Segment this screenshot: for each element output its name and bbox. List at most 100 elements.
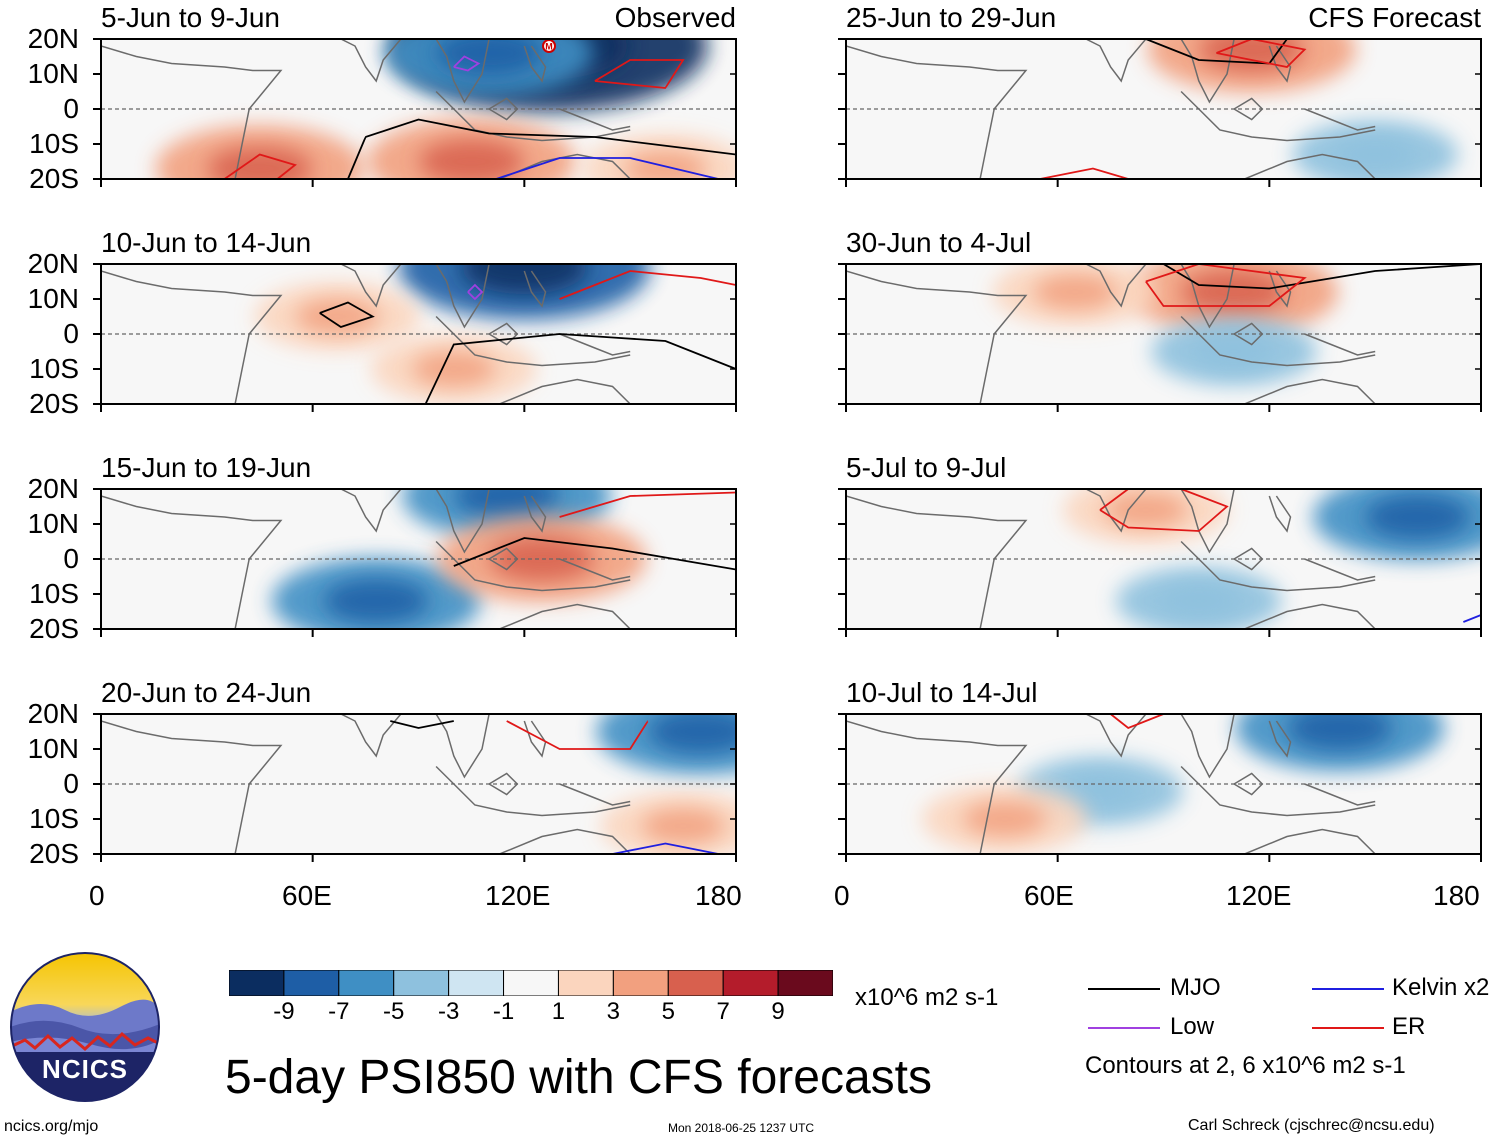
anomaly-core [624, 151, 707, 179]
y-tick-label: 10S [29, 128, 79, 159]
panel-period-title: 10-Jul to 14-Jul [846, 677, 1038, 708]
map-panel: 10-Jul to 14-Jul [838, 679, 1482, 862]
colorbar-tick-label: -9 [273, 998, 295, 1025]
colorbar-tick-label: 9 [771, 998, 785, 1025]
anomaly-core [1365, 494, 1470, 540]
colorbar-tick-label: 3 [606, 998, 621, 1025]
contour-mjo [390, 720, 454, 729]
legend-note: Contours at 2, 6 x10^6 m2 s-1 [1085, 1052, 1406, 1079]
coastline [101, 720, 283, 854]
footer-timestamp: Mon 2018-06-25 1237 UTC [668, 1121, 815, 1135]
panel-period-title: 20-Jun to 24-Jun [101, 677, 312, 708]
coastline [1244, 153, 1376, 179]
coastline [1268, 45, 1292, 83]
colorbar-segment [393, 970, 450, 996]
y-tick-label: 0 [63, 768, 79, 799]
coastline [1180, 264, 1235, 329]
anomaly-core [461, 264, 588, 295]
contour-mjo [1163, 264, 1481, 290]
contour-low [453, 55, 481, 72]
coastline [1244, 828, 1376, 854]
coastline [340, 714, 402, 758]
coastline [101, 495, 283, 629]
anomaly-core [412, 351, 496, 387]
colorbar-units: x10^6 m2 s-1 [855, 984, 999, 1011]
contour-er [1099, 489, 1229, 532]
coastline [1268, 495, 1292, 533]
coastline [559, 108, 631, 131]
coastline [1085, 714, 1147, 758]
y-tick-label: 10N [27, 733, 79, 764]
panel-source-label: CFS Forecast [1308, 2, 1481, 33]
coastline [340, 264, 402, 308]
legend-swatch-mjo [1088, 988, 1160, 990]
y-tick-label: 0 [63, 543, 79, 574]
anomaly-core [648, 714, 736, 754]
footer-url[interactable]: ncics.org/mjo [4, 1118, 99, 1135]
colorbar-tick-label: 5 [661, 998, 675, 1025]
panel-period-title: 30-Jun to 4-Jul [846, 227, 1032, 258]
colorbar-tick-label: 1 [551, 998, 566, 1025]
main-title: 5-day PSI850 with CFS forecasts [225, 1051, 932, 1104]
mjo-marker-label: M [545, 42, 553, 52]
contour-mjo [453, 537, 736, 571]
contour-er [559, 491, 736, 518]
x-tick-label: 60E [282, 880, 332, 911]
anomaly-core [454, 489, 559, 519]
legend-label-low: Low [1170, 1013, 1215, 1040]
coastline [101, 45, 283, 179]
x-tick-label: 120E [1226, 880, 1292, 911]
coastline [846, 45, 1028, 179]
anomaly-core [419, 139, 524, 179]
colorbar [229, 970, 833, 996]
map-panel: 5-Jul to 9-Jul [838, 454, 1482, 637]
coastline [1244, 378, 1376, 404]
anomaly-core [1333, 137, 1417, 172]
coastline [1304, 783, 1376, 806]
colorbar-tick-label: 7 [716, 998, 730, 1025]
map-plot [93, 263, 737, 412]
anomaly-core [1033, 274, 1117, 310]
coastline [1085, 39, 1147, 83]
x-tick-label: 60E [1024, 880, 1074, 911]
coastline [499, 828, 631, 854]
map-plot [93, 488, 737, 637]
colorbar-segment [667, 970, 724, 996]
panel-period-title: 5-Jun to 9-Jun [101, 2, 280, 33]
coastline [499, 603, 631, 629]
map-panel: 30-Jun to 4-Jul [838, 229, 1482, 412]
colorbar-segment [283, 970, 340, 996]
colorbar-segment [612, 970, 669, 996]
coastline [1304, 558, 1376, 581]
colorbar-tick-label: -3 [437, 998, 460, 1025]
coastline [435, 39, 490, 104]
y-tick-label: 20N [27, 698, 79, 729]
anomaly-core [207, 146, 312, 179]
y-tick-label: 10N [27, 508, 79, 539]
coastline [1085, 489, 1147, 533]
contour-mjo [424, 333, 736, 404]
legend-swatch-kelvin [1312, 988, 1384, 990]
anomaly-core [1192, 334, 1276, 369]
colorbar-tick-label: -5 [383, 998, 405, 1025]
y-tick-label: 0 [63, 318, 79, 349]
coastline [559, 783, 631, 806]
y-tick-label: 20S [29, 388, 79, 419]
x-tick-label: 120E [485, 880, 551, 911]
y-tick-label: 10S [29, 353, 79, 384]
colorbar-tick-label: -7 [328, 998, 350, 1025]
y-tick-label: 10S [29, 803, 79, 834]
map-plot [93, 713, 737, 862]
map-panel: 15-Jun to 19-Jun 20N 10N 0 10S 20S [28, 454, 737, 644]
coastline [435, 489, 490, 554]
y-tick-label: 0 [63, 93, 79, 124]
anomaly-core [641, 808, 725, 844]
coastline [101, 270, 283, 404]
contour-er [1216, 39, 1307, 68]
contour-er [1110, 714, 1164, 730]
panel-period-title: 25-Jun to 29-Jun [846, 2, 1057, 33]
coastline [1244, 603, 1376, 629]
coastline [340, 489, 402, 533]
map-plot [838, 488, 1482, 637]
y-tick-label: 20S [29, 838, 79, 869]
